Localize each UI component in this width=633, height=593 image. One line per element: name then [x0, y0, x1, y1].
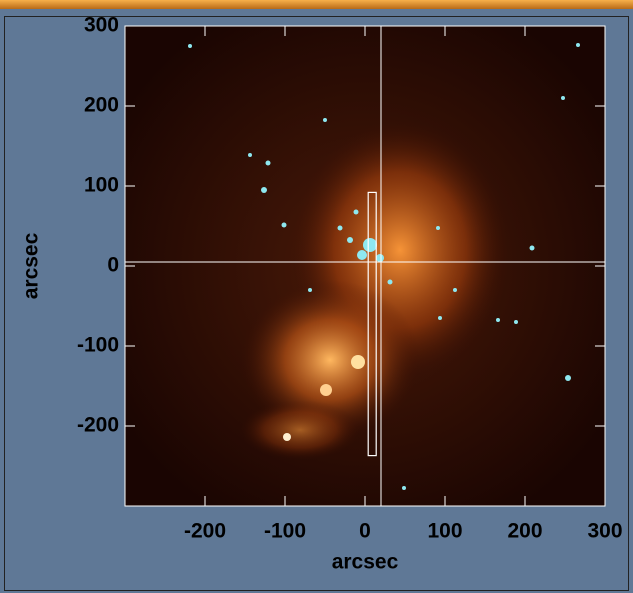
y-tick-label: -100: [77, 334, 119, 357]
x-axis-label: arcsec: [332, 551, 399, 574]
page: {"chart_data": {"type": "image", "x_labe…: [0, 0, 633, 593]
image: [125, 26, 605, 506]
y-tick-label: 200: [84, 94, 119, 117]
y-tick-label: 300: [84, 14, 119, 37]
x-tick-label: 100: [427, 520, 462, 543]
top-bar: [0, 0, 633, 9]
chart: arcsec arcsec -200 -100 0 100 200 300 -200 -100…: [0, 0, 633, 593]
x-tick-label: 200: [507, 520, 542, 543]
x-tick-label: -100: [264, 520, 306, 543]
y-axis-label: arcsec: [20, 232, 43, 299]
x-tick-label: -200: [184, 520, 226, 543]
y-tick-label: 0: [107, 254, 119, 277]
y-tick-label: 100: [84, 174, 119, 197]
y-tick-label: -200: [77, 414, 119, 437]
x-tick-label: 0: [359, 520, 371, 543]
x-tick-label: 300: [587, 520, 622, 543]
